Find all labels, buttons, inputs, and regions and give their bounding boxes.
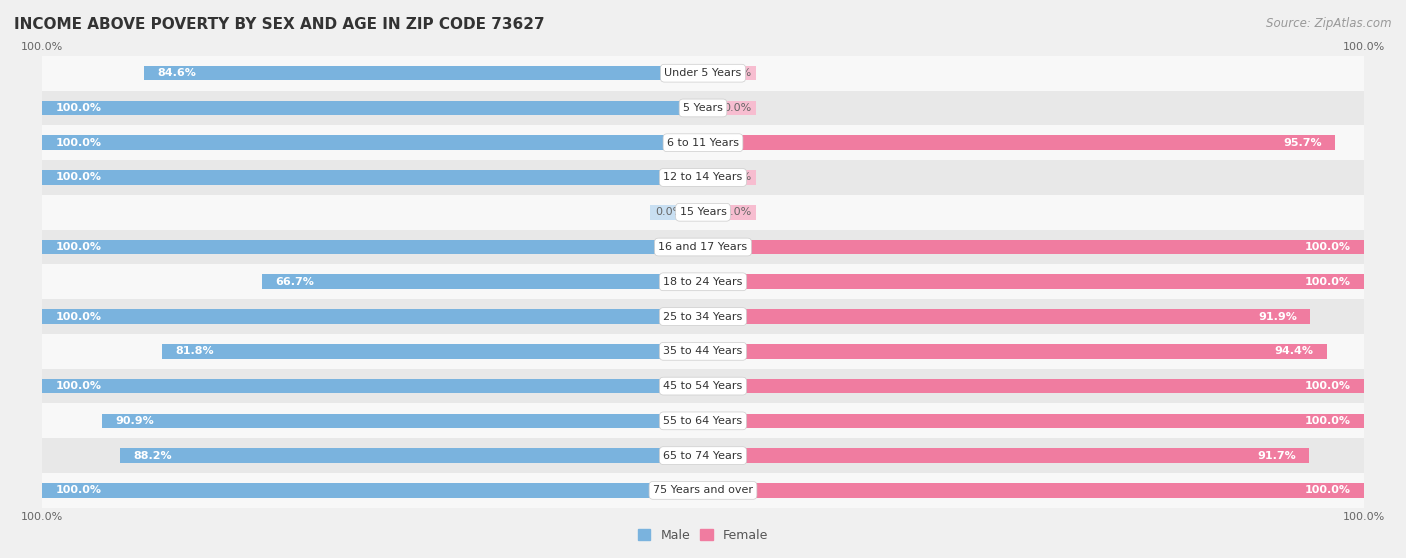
Bar: [103, 413, 703, 428]
Bar: [120, 448, 703, 463]
Text: 0.0%: 0.0%: [723, 68, 751, 78]
Bar: [42, 379, 703, 393]
Text: 75 Years and over: 75 Years and over: [652, 485, 754, 496]
Bar: [703, 344, 1327, 359]
Bar: [42, 483, 703, 498]
Text: 0.0%: 0.0%: [723, 207, 751, 217]
Bar: [703, 136, 1336, 150]
Bar: [703, 483, 1364, 498]
Text: 100.0%: 100.0%: [55, 138, 101, 148]
Text: 18 to 24 Years: 18 to 24 Years: [664, 277, 742, 287]
Text: 100.0%: 100.0%: [1305, 242, 1351, 252]
Text: 45 to 54 Years: 45 to 54 Years: [664, 381, 742, 391]
Text: 0.0%: 0.0%: [723, 103, 751, 113]
Bar: [42, 438, 1364, 473]
Text: 91.7%: 91.7%: [1257, 451, 1296, 460]
Text: 100.0%: 100.0%: [55, 172, 101, 182]
Bar: [703, 309, 1310, 324]
Legend: Male, Female: Male, Female: [633, 524, 773, 547]
Bar: [42, 473, 1364, 508]
Text: 100.0%: 100.0%: [55, 103, 101, 113]
Bar: [42, 100, 703, 116]
Bar: [703, 413, 1364, 428]
Text: 65 to 74 Years: 65 to 74 Years: [664, 451, 742, 460]
Bar: [703, 100, 756, 116]
Bar: [42, 56, 1364, 90]
Bar: [42, 195, 1364, 230]
Text: 91.9%: 91.9%: [1258, 311, 1298, 321]
Bar: [42, 309, 703, 324]
Bar: [42, 240, 703, 254]
Bar: [42, 126, 1364, 160]
Text: 100.0%: 100.0%: [55, 242, 101, 252]
Bar: [263, 275, 703, 289]
Text: 5 Years: 5 Years: [683, 103, 723, 113]
Bar: [42, 403, 1364, 438]
Text: 84.6%: 84.6%: [157, 68, 195, 78]
Text: 55 to 64 Years: 55 to 64 Years: [664, 416, 742, 426]
Bar: [143, 66, 703, 80]
Bar: [703, 275, 1364, 289]
Text: 6 to 11 Years: 6 to 11 Years: [666, 138, 740, 148]
Text: Source: ZipAtlas.com: Source: ZipAtlas.com: [1267, 17, 1392, 30]
Bar: [163, 344, 703, 359]
Text: 88.2%: 88.2%: [134, 451, 172, 460]
Text: 16 and 17 Years: 16 and 17 Years: [658, 242, 748, 252]
Text: 94.4%: 94.4%: [1275, 347, 1313, 357]
Bar: [703, 66, 756, 80]
Bar: [42, 160, 1364, 195]
Text: 100.0%: 100.0%: [1305, 381, 1351, 391]
Text: 35 to 44 Years: 35 to 44 Years: [664, 347, 742, 357]
Text: INCOME ABOVE POVERTY BY SEX AND AGE IN ZIP CODE 73627: INCOME ABOVE POVERTY BY SEX AND AGE IN Z…: [14, 17, 544, 32]
Bar: [42, 299, 1364, 334]
Bar: [703, 379, 1364, 393]
Bar: [42, 136, 703, 150]
Text: 100.0%: 100.0%: [1305, 485, 1351, 496]
Bar: [42, 264, 1364, 299]
Text: 15 Years: 15 Years: [679, 207, 727, 217]
Bar: [703, 448, 1309, 463]
Text: 100.0%: 100.0%: [1305, 277, 1351, 287]
Text: 66.7%: 66.7%: [276, 277, 315, 287]
Text: 100.0%: 100.0%: [55, 381, 101, 391]
Bar: [42, 369, 1364, 403]
Bar: [42, 334, 1364, 369]
Bar: [703, 170, 756, 185]
Text: 100.0%: 100.0%: [55, 485, 101, 496]
Text: 100.0%: 100.0%: [55, 311, 101, 321]
Bar: [650, 205, 703, 219]
Bar: [42, 90, 1364, 126]
Bar: [42, 170, 703, 185]
Text: 81.8%: 81.8%: [176, 347, 214, 357]
Text: 0.0%: 0.0%: [723, 172, 751, 182]
Text: 95.7%: 95.7%: [1284, 138, 1322, 148]
Bar: [703, 240, 1364, 254]
Text: 100.0%: 100.0%: [1305, 416, 1351, 426]
Text: 0.0%: 0.0%: [655, 207, 683, 217]
Text: 25 to 34 Years: 25 to 34 Years: [664, 311, 742, 321]
Bar: [42, 230, 1364, 264]
Text: 12 to 14 Years: 12 to 14 Years: [664, 172, 742, 182]
Text: 90.9%: 90.9%: [115, 416, 155, 426]
Bar: [703, 205, 756, 219]
Text: Under 5 Years: Under 5 Years: [665, 68, 741, 78]
